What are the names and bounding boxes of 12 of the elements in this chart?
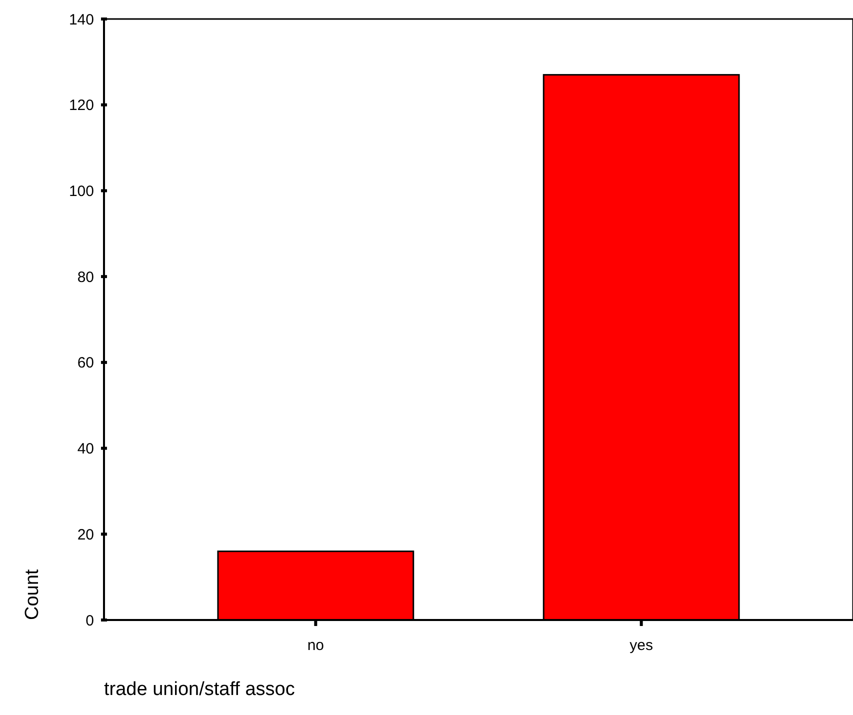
y-tick-label: 120 <box>68 97 94 114</box>
y-tick-label: 140 <box>68 11 94 28</box>
x-tick-label: no <box>307 637 324 654</box>
y-tick-label: 0 <box>86 612 94 630</box>
y-tick-label: 20 <box>77 526 94 544</box>
y-axis-title: Count <box>22 568 43 620</box>
y-tick-label: 100 <box>68 182 94 200</box>
y-tick-label: 80 <box>77 268 94 286</box>
y-tick-label: 40 <box>77 440 94 458</box>
x-axis-title: trade union/staff assoc <box>104 679 295 700</box>
x-tick-label: yes <box>630 637 653 654</box>
y-tick-label: 60 <box>77 354 94 372</box>
